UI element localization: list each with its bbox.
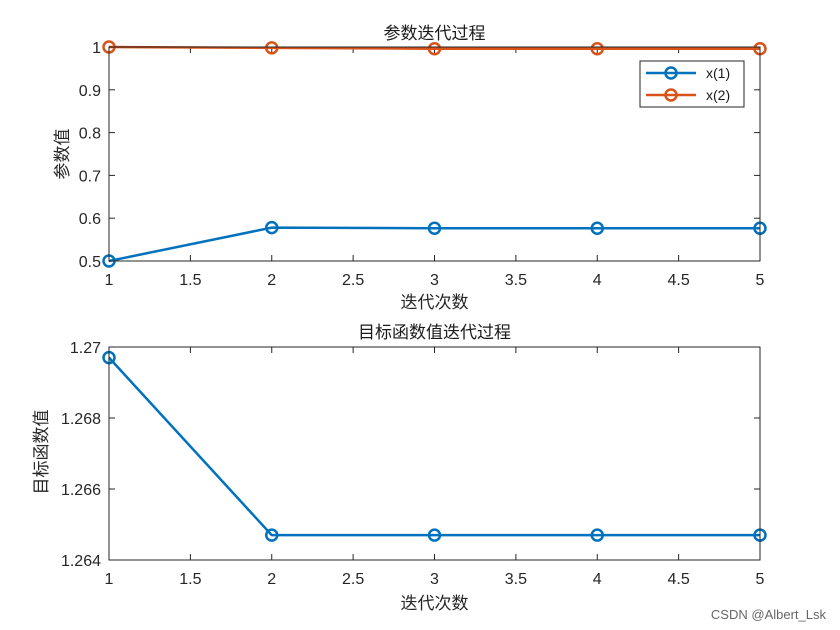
x-tick-label: 3 <box>430 571 439 588</box>
x-tick-label: 4 <box>593 272 602 289</box>
x-axis-label: 迭代次数 <box>401 594 469 614</box>
legend: x(1) x(2) <box>639 60 745 108</box>
x-tick-label: 3 <box>430 272 439 289</box>
axes-frame <box>108 46 761 262</box>
data-point <box>590 221 604 236</box>
data-point <box>265 220 279 235</box>
x-tick-label: 1 <box>105 571 114 588</box>
legend-marker-x1 <box>664 66 678 80</box>
y-tick-label: 0.8 <box>79 126 101 143</box>
y-tick-label: 1 <box>92 40 101 57</box>
legend-label-x2: x(2) <box>706 87 730 103</box>
y-tick-label: 0.5 <box>79 254 101 271</box>
series-line-2 <box>108 45 760 50</box>
data-point <box>265 528 279 542</box>
subplot-parameters: 参数迭代过程 迭代次数 参数值 1 1.5 2 2.5 3 3.5 4 4.5 5 0.5 0.6 0… <box>53 24 767 313</box>
legend-marker-x2 <box>664 88 678 102</box>
x-tick-label: 4.5 <box>668 571 690 588</box>
x-tick-label: 1.5 <box>179 272 201 289</box>
subplot-objective: 目标函数值迭代过程 迭代次数 目标函数值 1 1.5 2 2.5 3 3.5 4 4.5 5 1.… <box>32 323 767 614</box>
chart-title: 参数迭代过程 <box>384 24 486 44</box>
x-tick-label: 5 <box>756 272 765 289</box>
data-point <box>427 41 442 56</box>
x-axis-label: 迭代次数 <box>401 293 469 313</box>
x-tick-label: 4.5 <box>668 272 690 289</box>
legend-label-x1: x(1) <box>706 65 730 81</box>
y-tick-label: 1.27 <box>70 340 101 357</box>
legend-box <box>639 60 745 108</box>
axes-frame <box>108 346 761 561</box>
x-tick-label: 3.5 <box>505 571 527 588</box>
data-point <box>265 41 279 55</box>
y-tick-label: 0.7 <box>79 168 101 185</box>
chart-title: 目标函数值迭代过程 <box>358 323 511 343</box>
y-axis-label: 参数值 <box>53 129 73 180</box>
data-point <box>590 528 604 542</box>
x-tick-label: 5 <box>756 571 765 588</box>
y-tick-label: 1.266 <box>61 482 101 499</box>
y-tick-label: 0.9 <box>79 83 101 100</box>
x-tick-label: 2 <box>267 272 276 289</box>
data-point <box>427 528 442 542</box>
y-axis-label: 目标函数值 <box>32 410 52 495</box>
x-tick-label: 1.5 <box>179 571 201 588</box>
y-tick-label: 1.264 <box>61 553 101 570</box>
x-tick-label: 2.5 <box>342 571 364 588</box>
y-tick-label: 1.268 <box>61 411 101 428</box>
watermark: CSDN @Albert_Lsk <box>711 607 827 622</box>
data-point <box>427 221 442 236</box>
x-tick-label: 2 <box>267 571 276 588</box>
x-tick-label: 2.5 <box>342 272 364 289</box>
series-line-1 <box>108 226 760 263</box>
x-tick-label: 4 <box>593 571 602 588</box>
x-tick-label: 1 <box>105 272 114 289</box>
data-point <box>590 41 604 56</box>
series-line-1 <box>108 356 760 537</box>
x-tick-label: 3.5 <box>505 272 527 289</box>
y-tick-label: 0.6 <box>79 211 101 228</box>
